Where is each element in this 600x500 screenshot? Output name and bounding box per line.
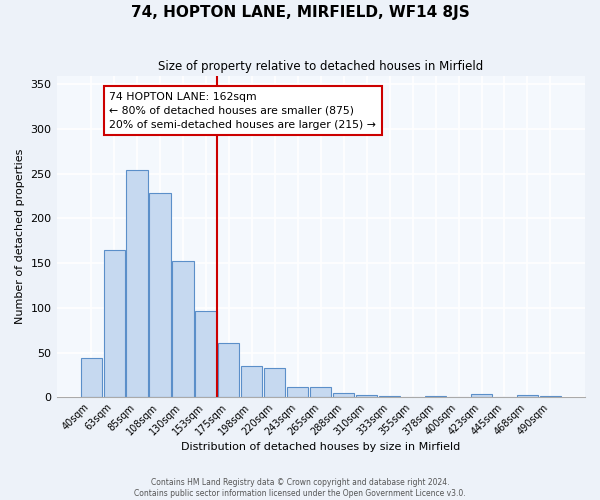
- Bar: [540, 396, 561, 397]
- Bar: [310, 388, 331, 397]
- Text: Contains HM Land Registry data © Crown copyright and database right 2024.
Contai: Contains HM Land Registry data © Crown c…: [134, 478, 466, 498]
- Bar: [196, 312, 217, 397]
- Bar: [127, 170, 148, 397]
- Bar: [333, 392, 354, 397]
- X-axis label: Distribution of detached houses by size in Mirfield: Distribution of detached houses by size …: [181, 442, 460, 452]
- Bar: [471, 394, 492, 397]
- Text: 74, HOPTON LANE, MIRFIELD, WF14 8JS: 74, HOPTON LANE, MIRFIELD, WF14 8JS: [131, 5, 469, 20]
- Bar: [379, 396, 400, 397]
- Bar: [241, 366, 262, 397]
- Bar: [149, 194, 170, 397]
- Title: Size of property relative to detached houses in Mirfield: Size of property relative to detached ho…: [158, 60, 484, 73]
- Bar: [218, 342, 239, 397]
- Bar: [287, 388, 308, 397]
- Bar: [356, 396, 377, 397]
- Bar: [172, 262, 194, 397]
- Text: 74 HOPTON LANE: 162sqm
← 80% of detached houses are smaller (875)
20% of semi-de: 74 HOPTON LANE: 162sqm ← 80% of detached…: [109, 92, 376, 130]
- Bar: [517, 396, 538, 397]
- Bar: [264, 368, 286, 397]
- Y-axis label: Number of detached properties: Number of detached properties: [15, 148, 25, 324]
- Bar: [80, 358, 101, 397]
- Bar: [425, 396, 446, 397]
- Bar: [104, 250, 125, 397]
